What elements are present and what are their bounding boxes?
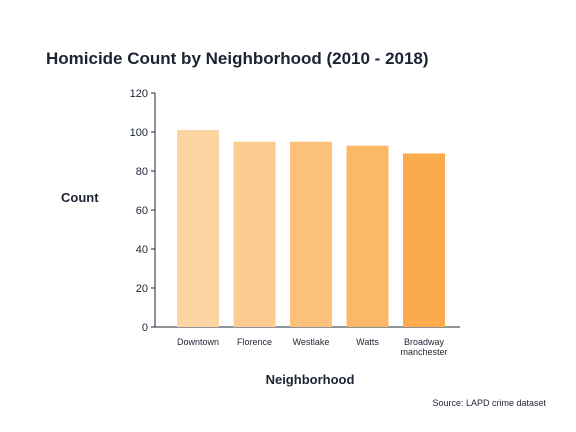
bar-westlake (290, 141, 332, 327)
x-tick-label: Westlake (293, 337, 330, 347)
x-tick-label: Downtown (177, 337, 219, 347)
bar-florence (233, 141, 276, 327)
chart-title: Homicide Count by Neighborhood (2010 - 2… (46, 49, 429, 68)
source-note: Source: LAPD crime dataset (432, 398, 546, 408)
x-tick-label: Florence (237, 337, 272, 347)
y-tick-label: 100 (130, 127, 148, 139)
bar-broadway-manchester (403, 153, 445, 327)
bar-downtown (177, 130, 219, 327)
y-tick-label: 80 (136, 166, 148, 178)
x-tick-label: Watts (356, 337, 379, 347)
y-tick-label: 40 (136, 244, 148, 256)
y-axis-label: Count (61, 190, 99, 205)
y-tick-label: 20 (136, 283, 148, 295)
y-tick-label: 60 (136, 205, 148, 217)
x-tick-label: Broadway (404, 337, 445, 347)
bar-watts (346, 145, 389, 327)
y-tick-label: 0 (142, 322, 148, 334)
y-tick-label: 120 (130, 88, 148, 100)
x-axis-label: Neighborhood (265, 372, 355, 387)
x-tick-label: manchester (400, 347, 447, 357)
